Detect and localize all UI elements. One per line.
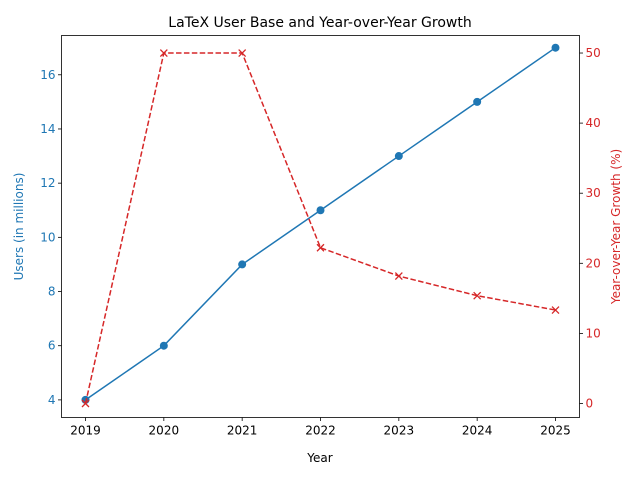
right-tick-label: 40 — [586, 116, 601, 130]
x-tick-label: 2023 — [384, 424, 415, 438]
left-tick-label: 16 — [40, 68, 55, 82]
left-axis-title: Users (in millions) — [12, 173, 26, 281]
x-tick-label: 2021 — [227, 424, 258, 438]
right-tick-label: 10 — [586, 326, 601, 340]
right-tick-label: 50 — [586, 46, 601, 60]
left-tick-label: 6 — [48, 339, 56, 353]
left-tick-label: 8 — [48, 285, 56, 299]
x-tick-label: 2024 — [462, 424, 493, 438]
left-tick-label: 4 — [48, 393, 56, 407]
users-point — [394, 152, 403, 161]
growth-point — [394, 272, 403, 281]
users-point — [473, 97, 482, 106]
users-point — [238, 260, 247, 269]
users-point — [551, 43, 560, 52]
x-tick-label: 2019 — [70, 424, 101, 438]
right-tick-label: 0 — [586, 396, 594, 410]
chart-title: LaTeX User Base and Year-over-Year Growt… — [168, 15, 471, 31]
x-tick-label: 2025 — [540, 424, 571, 438]
right-tick-label: 20 — [586, 256, 601, 270]
plot-frame — [61, 35, 580, 418]
growth-point — [81, 399, 90, 408]
left-tick-label: 12 — [40, 176, 55, 190]
users-point — [316, 206, 325, 215]
right-axis-title: Year-over-Year Growth (%) — [609, 149, 623, 305]
growth-point — [316, 243, 325, 252]
growth-point — [159, 49, 168, 57]
users-point — [159, 341, 168, 350]
x-tick-label: 2022 — [305, 424, 336, 438]
growth-point — [551, 306, 560, 315]
left-tick-label: 14 — [40, 122, 55, 136]
series-line-users — [85, 47, 556, 401]
x-axis-title: Year — [306, 451, 332, 465]
x-tick-label: 2020 — [149, 424, 180, 438]
right-tick-label: 30 — [586, 186, 601, 200]
growth-point — [473, 291, 482, 300]
growth-point — [238, 49, 247, 57]
left-tick-label: 10 — [40, 230, 55, 244]
